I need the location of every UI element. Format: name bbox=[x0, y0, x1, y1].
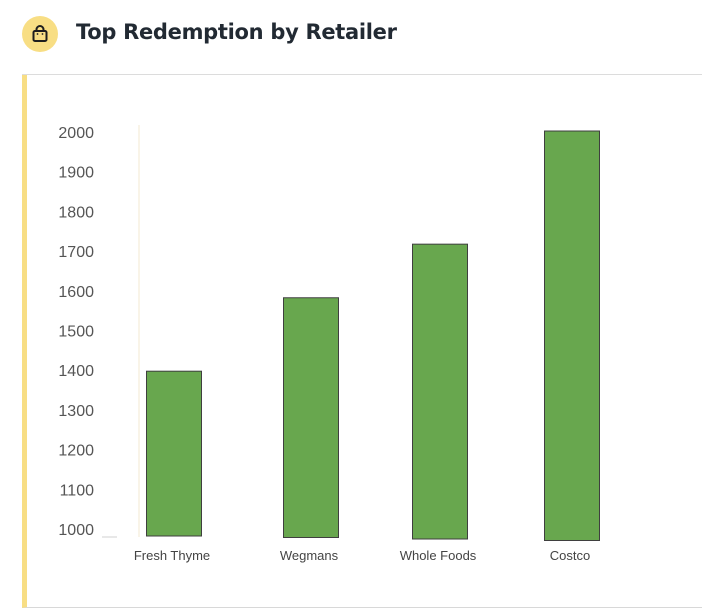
widget-header: Top Redemption by Retailer bbox=[0, 0, 702, 74]
shopping-bag-icon bbox=[22, 16, 58, 52]
x-tick-label: Costco bbox=[550, 548, 590, 563]
y-tick-label: 1400 bbox=[58, 363, 94, 380]
x-tick-label: Whole Foods bbox=[400, 548, 477, 563]
y-tick-label: 1600 bbox=[58, 284, 94, 301]
bar-whole-foods[interactable] bbox=[412, 243, 468, 540]
widget-title: Top Redemption by Retailer bbox=[76, 20, 397, 44]
bar-chart: 1000 1100 1200 1300 1400 1500 1600 1700 1800 1900… bbox=[58, 125, 600, 563]
header-divider bbox=[22, 74, 702, 75]
y-tick-label: 1900 bbox=[58, 165, 94, 182]
bar-fresh-thyme[interactable] bbox=[146, 370, 202, 537]
y-tick-label: 1500 bbox=[58, 324, 94, 341]
y-tick-label: 1700 bbox=[58, 244, 94, 261]
bar-costco[interactable] bbox=[544, 130, 600, 541]
y-tick-label: 1800 bbox=[58, 204, 94, 221]
chart-card: 1000 1100 1200 1300 1400 1500 1600 1700 1800 1900… bbox=[22, 75, 702, 608]
y-tick-label: 2000 bbox=[58, 125, 94, 142]
y-tick-label: 1000 bbox=[58, 522, 94, 539]
x-tick-label: Fresh Thyme bbox=[134, 548, 210, 563]
y-tick-label: 1100 bbox=[60, 482, 95, 499]
y-tick-label: 1300 bbox=[58, 403, 94, 420]
x-tick-label: Wegmans bbox=[280, 548, 339, 563]
bar-wegmans[interactable] bbox=[283, 297, 339, 538]
y-tick-label: 1200 bbox=[58, 443, 94, 460]
